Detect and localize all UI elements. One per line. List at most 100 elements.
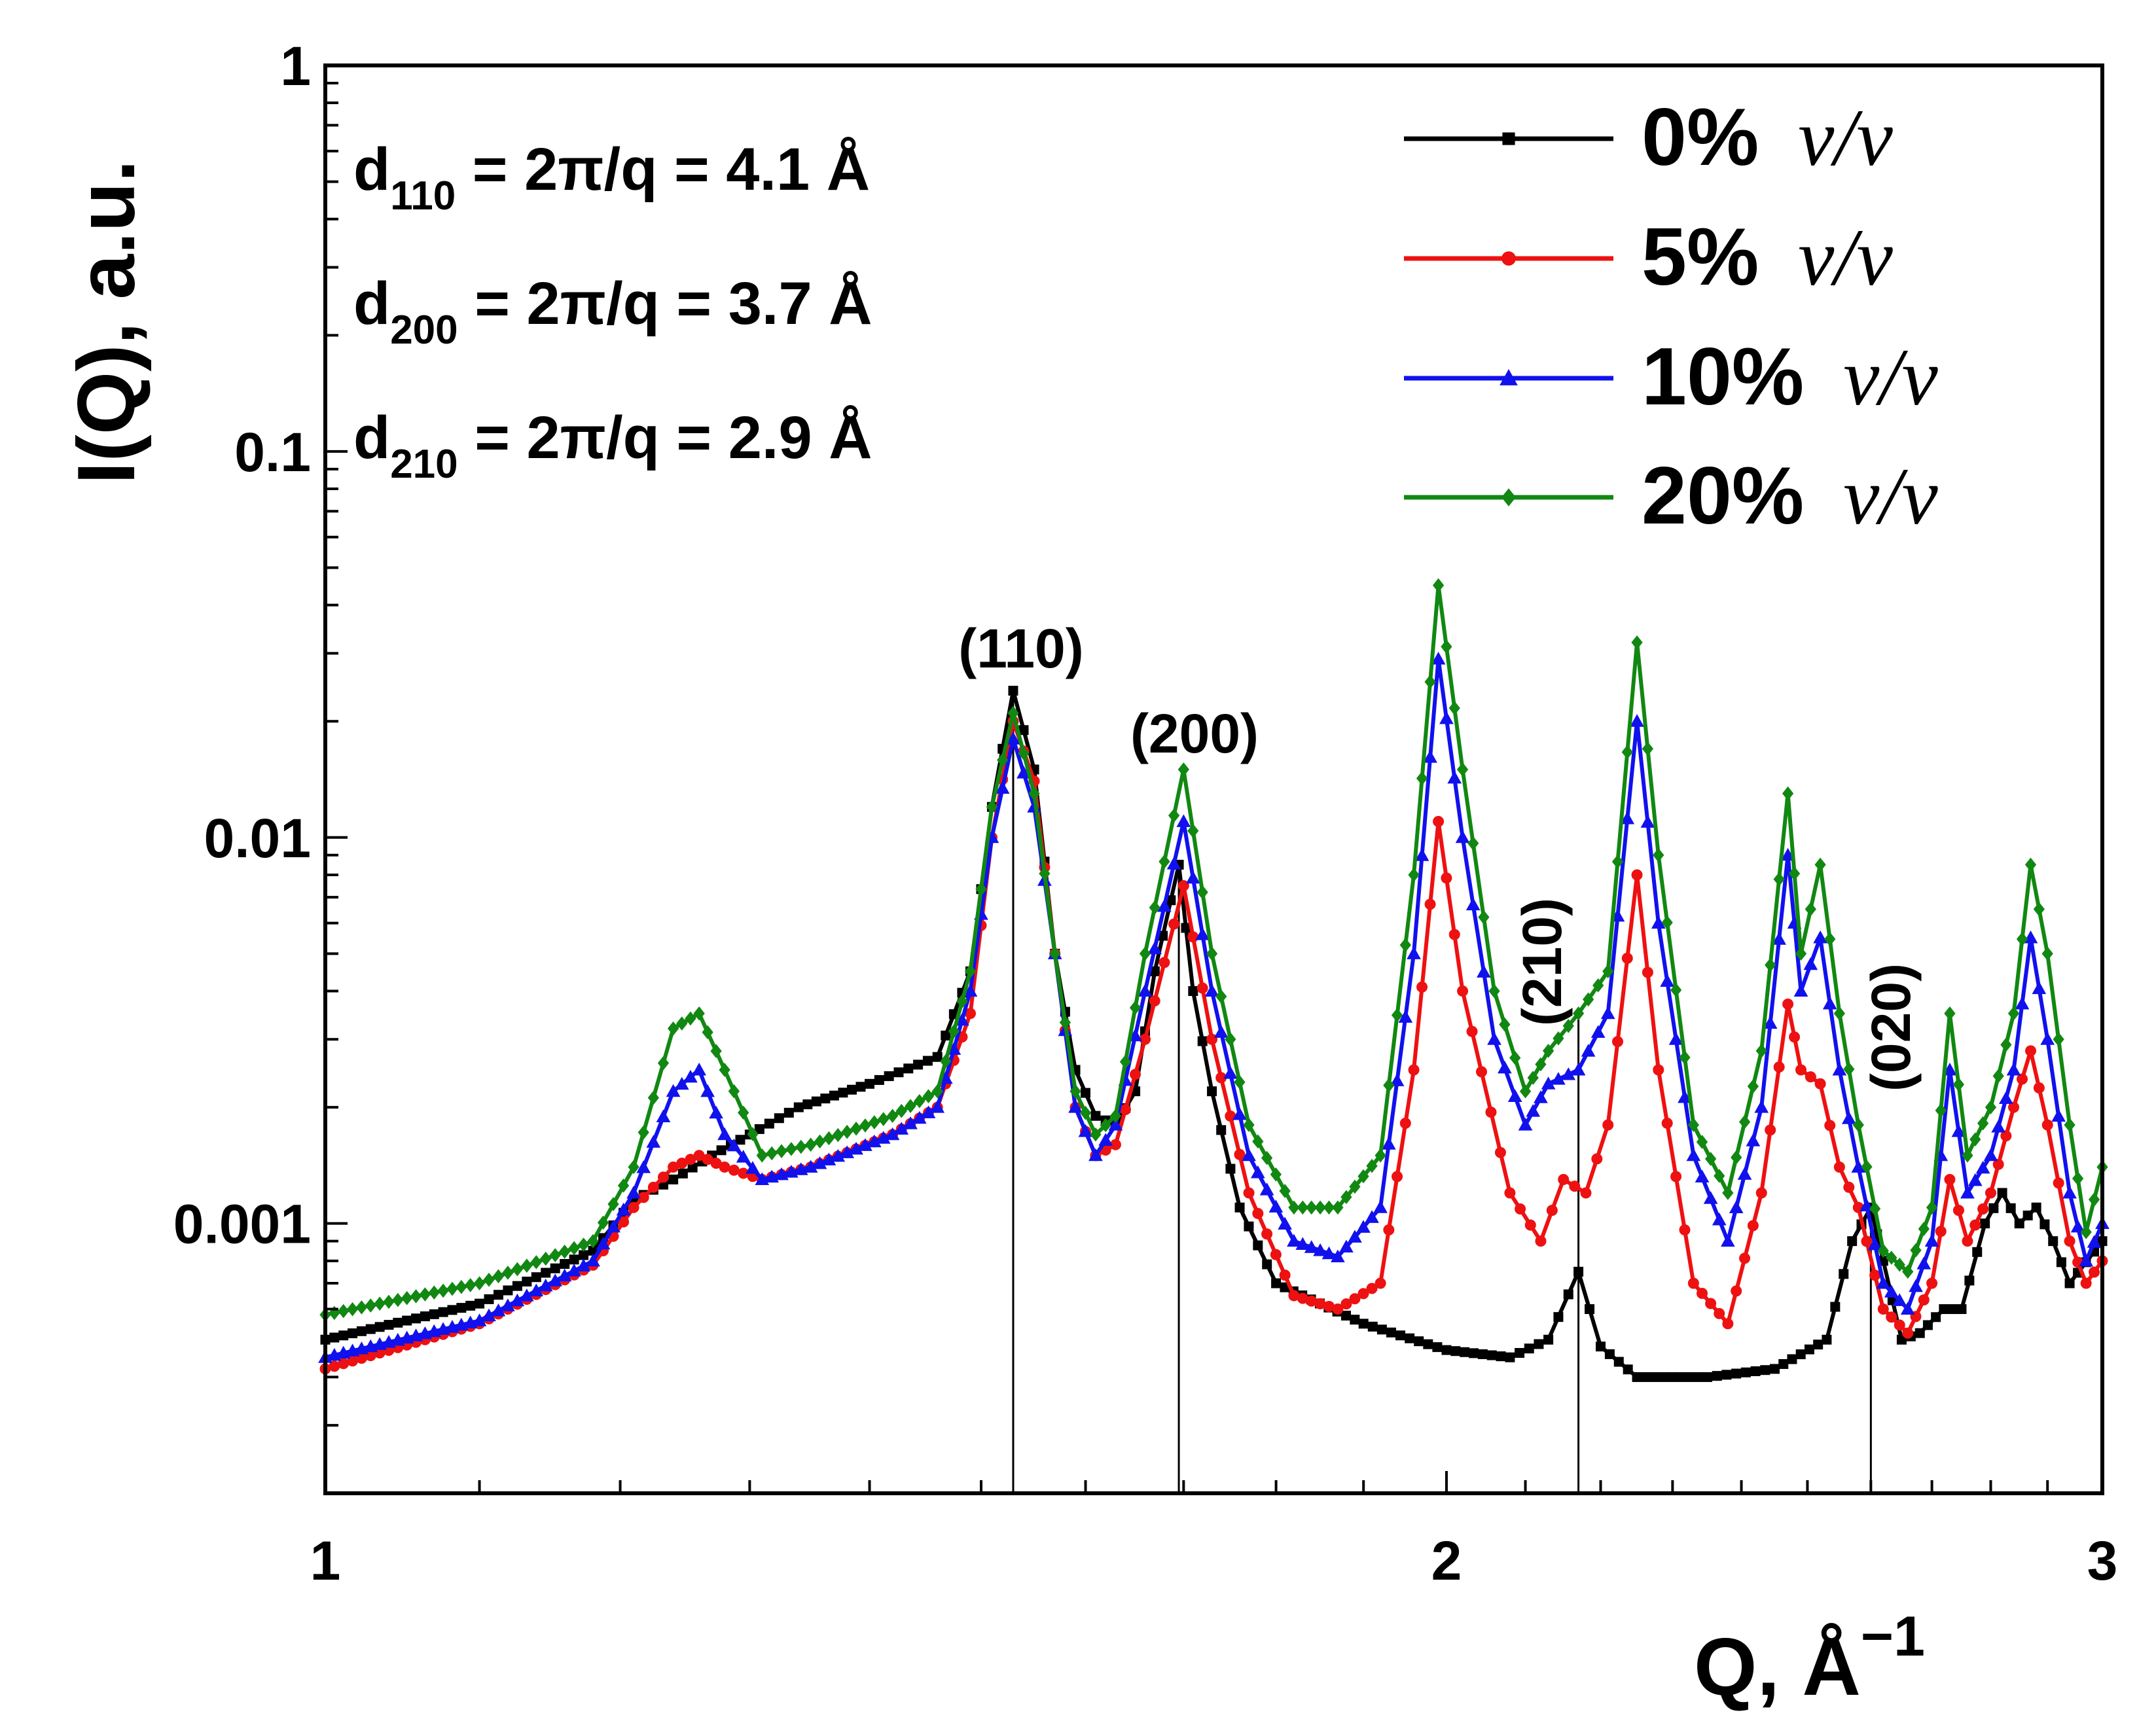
data-point-diamond: [1340, 1190, 1352, 1205]
data-point-diamond: [638, 1125, 649, 1140]
data-point-square: [1197, 1036, 1208, 1046]
data-point-square: [1939, 1304, 1949, 1315]
data-point-circle: [2064, 1235, 2075, 1247]
data-point-circle: [657, 1171, 669, 1183]
data-point-diamond: [1467, 836, 1479, 851]
data-point-diamond: [346, 1302, 359, 1317]
data-point-square: [2031, 1202, 2041, 1213]
data-point-triangle: [1157, 898, 1172, 912]
data-point-triangle: [1185, 870, 1200, 884]
data-point-diamond: [1788, 866, 1801, 881]
data-point-circle: [1869, 1269, 1881, 1281]
data-point-circle: [1861, 1235, 1873, 1247]
data-point-diamond: [805, 1137, 817, 1152]
data-point-diamond: [1902, 1264, 1914, 1279]
data-point-diamond: [667, 1021, 679, 1036]
data-point-diamond: [869, 1115, 880, 1129]
data-point-diamond: [1962, 1148, 1973, 1163]
data-point-triangle: [1813, 930, 1827, 944]
data-point-diamond: [1944, 1006, 1956, 1021]
x-tick-label: 2: [1431, 1530, 1462, 1591]
data-point-triangle: [1487, 1032, 1501, 1045]
data-point-circle: [1687, 1277, 1699, 1289]
data-point-triangle: [1365, 1210, 1379, 1223]
data-point-triangle: [1975, 1160, 1990, 1174]
data-point-circle: [1252, 1207, 1264, 1219]
data-point-diamond: [437, 1283, 449, 1298]
data-point-square: [1234, 1202, 1245, 1213]
data-point-square: [1604, 1349, 1615, 1359]
data-point-circle: [1558, 1173, 1570, 1185]
data-point-triangle: [1803, 957, 1818, 970]
data-point-diamond: [719, 1063, 730, 1077]
data-point-diamond: [693, 1006, 705, 1021]
data-point-triangle: [1754, 1100, 1769, 1113]
data-point-square: [393, 1317, 403, 1328]
data-point-square: [1931, 1312, 1941, 1322]
data-point-square: [1080, 1088, 1090, 1098]
data-point-diamond: [1992, 1069, 2004, 1084]
data-point-diamond: [540, 1251, 552, 1266]
data-point-circle: [2017, 1073, 2028, 1085]
data-point-triangle: [1381, 1137, 1396, 1150]
data-point-diamond: [1642, 741, 1654, 756]
data-point-square: [783, 1107, 794, 1118]
data-point-square: [793, 1102, 804, 1112]
legend-unit: v/v: [1843, 332, 1938, 422]
data-point-square: [356, 1326, 367, 1336]
data-point-square: [512, 1281, 522, 1291]
data-point-diamond: [878, 1112, 889, 1126]
data-point-square: [1596, 1341, 1606, 1352]
data-point-square: [1922, 1320, 1933, 1330]
legend-label: 20% v/v: [1642, 451, 1939, 541]
data-point-circle: [1773, 1061, 1785, 1073]
data-point-triangle: [1630, 714, 1644, 727]
data-point-triangle: [1477, 965, 1491, 978]
data-point-square: [429, 1309, 439, 1319]
data-point-triangle: [1900, 1302, 1915, 1315]
data-point-triangle: [1098, 1133, 1113, 1146]
data-point-triangle: [876, 1131, 891, 1144]
data-point-circle: [1602, 1119, 1614, 1131]
data-point-circle: [1755, 1187, 1767, 1199]
data-point-square: [1980, 1218, 1990, 1229]
data-point-square: [874, 1074, 884, 1085]
d-equation: = 2π/q = 3.7 Å: [458, 270, 872, 337]
data-point-triangle: [831, 1148, 846, 1162]
data-point-square: [1956, 1304, 1967, 1315]
data-point-triangle: [666, 1084, 681, 1097]
data-point-square: [884, 1071, 894, 1082]
data-point-diamond: [747, 1127, 759, 1141]
y-axis-label: I(Q), a.u.: [62, 160, 152, 484]
data-point-triangle: [1999, 1091, 2013, 1105]
data-point-triangle: [1571, 1062, 1586, 1076]
data-point-triangle: [683, 1069, 698, 1083]
data-point-triangle: [1423, 750, 1437, 763]
data-point-triangle: [812, 1156, 827, 1169]
data-point-diamond: [1349, 1179, 1361, 1194]
data-point-triangle: [646, 1135, 661, 1148]
data-point-diamond: [832, 1127, 844, 1143]
data-point-diamond: [785, 1142, 797, 1156]
data-point-diamond: [1535, 1057, 1547, 1072]
data-point-circle: [1642, 967, 1653, 978]
data-point-triangle: [1166, 857, 1181, 870]
data-point-diamond: [1509, 1050, 1521, 1065]
data-point-square: [1731, 1368, 1742, 1379]
data-point-triangle: [1455, 830, 1470, 843]
data-point-triangle: [1712, 1212, 1727, 1226]
data-point-diamond: [2064, 1118, 2075, 1132]
d-spacing-line: d210 = 2π/q = 2.9 Å: [353, 404, 872, 487]
data-point-square: [475, 1298, 485, 1309]
data-point-triangle: [1746, 1133, 1761, 1146]
data-point-diamond: [1738, 1114, 1751, 1129]
data-point-diamond: [1592, 978, 1604, 993]
data-point-triangle: [1250, 1165, 1265, 1179]
data-point-triangle: [1551, 1072, 1566, 1085]
data-point-triangle: [2040, 1032, 2055, 1045]
data-point-triangle: [717, 1127, 732, 1141]
data-point-square: [1090, 1110, 1101, 1121]
data-point-triangle: [1763, 1016, 1778, 1029]
data-point-triangle: [1147, 941, 1162, 955]
data-point-circle: [1399, 1117, 1411, 1129]
